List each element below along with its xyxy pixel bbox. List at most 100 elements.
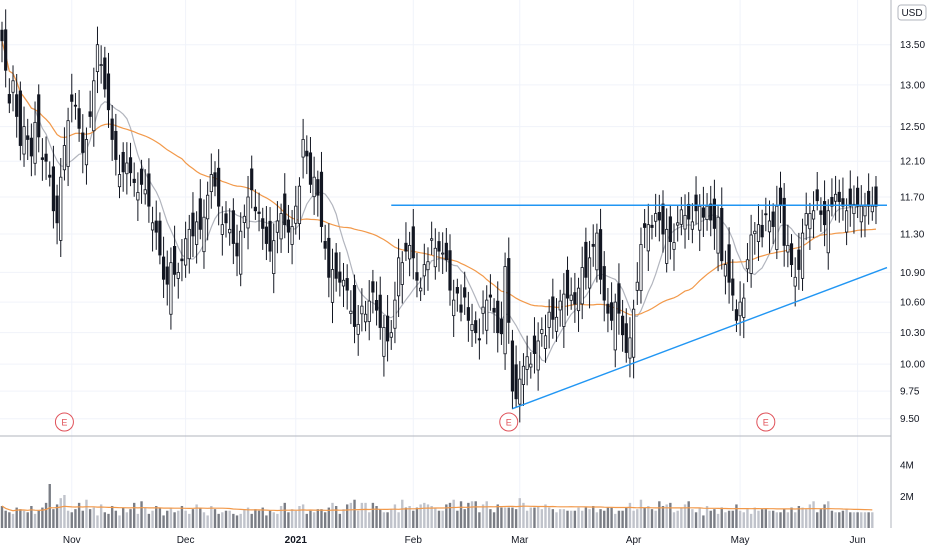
- candle-body: [536, 340, 540, 371]
- candle-body: [88, 111, 92, 117]
- candle-body: [103, 57, 107, 90]
- volume-bar: [558, 509, 562, 528]
- candle-body: [863, 205, 867, 217]
- volume-bar: [26, 512, 29, 528]
- volume-bar: [735, 504, 738, 528]
- candle-body: [132, 178, 136, 183]
- candle-body: [367, 300, 371, 322]
- candle-body: [830, 197, 834, 207]
- candle-body: [308, 152, 313, 185]
- candle-body: [613, 301, 617, 351]
- volume-bar: [323, 512, 327, 528]
- candle-body: [705, 205, 709, 221]
- candle-body: [125, 162, 129, 175]
- candle-body: [503, 266, 507, 355]
- volume-bar: [99, 504, 103, 528]
- volume-bar: [676, 510, 679, 528]
- candle-body: [632, 308, 636, 358]
- volume-bar: [257, 510, 261, 528]
- volume-bar: [500, 507, 503, 528]
- candle-body: [22, 126, 26, 155]
- candle-body: [525, 356, 529, 370]
- candle-body: [59, 176, 63, 241]
- candle-body: [66, 120, 70, 167]
- volume-bar: [852, 512, 856, 528]
- price-axis[interactable]: 9.50 9.75 10.00 10.30 10.60 10.90 11.30 11.70 12…: [900, 40, 925, 425]
- candle-body: [150, 222, 155, 231]
- volume-bar: [327, 507, 331, 528]
- y-tick-label: 13.00: [900, 80, 925, 91]
- candle-body: [518, 378, 522, 405]
- candle-body: [187, 228, 191, 260]
- volume-bar: [816, 512, 819, 528]
- volume-bar: [731, 510, 734, 528]
- volume-bar: [22, 510, 26, 528]
- candle-body: [562, 293, 566, 327]
- volume-bar: [239, 513, 242, 528]
- currency-badge[interactable]: USD: [897, 4, 927, 21]
- volume-bar: [55, 504, 59, 528]
- candle-body: [804, 213, 808, 226]
- volume-bar: [283, 502, 286, 528]
- candle-body: [312, 176, 316, 198]
- time-axis[interactable]: Nov Dec 2021 Feb Mar Apr May Jun: [63, 535, 866, 546]
- candle-body: [33, 121, 37, 164]
- volume-bar: [0, 506, 4, 528]
- volume-bar: [144, 507, 147, 528]
- volume-bar: [716, 513, 720, 528]
- candle-body: [294, 205, 298, 224]
- volume-bar: [771, 510, 775, 528]
- volume-bar: [206, 515, 209, 528]
- volume-bar: [581, 510, 584, 528]
- candle-body: [859, 205, 863, 223]
- candle-body: [837, 191, 841, 202]
- volume-bar: [261, 507, 264, 528]
- candle-body: [250, 168, 254, 191]
- candle-body: [114, 130, 118, 160]
- volume-bar: [195, 504, 198, 528]
- candle-body: [92, 80, 96, 132]
- trendlines[interactable]: [391, 204, 888, 410]
- volume-bar: [290, 509, 294, 528]
- candle-body: [37, 94, 41, 138]
- volume-bar: [860, 512, 863, 528]
- volume-bar: [63, 495, 66, 528]
- candle-body: [646, 224, 650, 252]
- volume-bar: [463, 509, 466, 528]
- volume-bar: [66, 510, 70, 528]
- candle-body: [77, 108, 81, 129]
- volume-bar: [397, 512, 400, 528]
- candle-body: [213, 172, 217, 187]
- candle-body: [764, 213, 768, 216]
- candle-body: [760, 224, 764, 238]
- volume-bar: [210, 506, 213, 528]
- volume-bar: [272, 512, 275, 528]
- volume-bar: [547, 507, 551, 528]
- volume-axis: 2M 4M: [900, 461, 914, 503]
- volume-bar: [459, 501, 463, 528]
- volume-bar: [246, 507, 250, 528]
- volume-bar: [569, 510, 573, 528]
- candle-body: [154, 220, 158, 233]
- candle-body: [7, 94, 11, 104]
- candle-body: [165, 266, 169, 285]
- candle-body: [4, 29, 8, 71]
- candle-body: [845, 210, 849, 233]
- candle-body: [176, 272, 180, 279]
- candle-body: [650, 224, 654, 228]
- candle-body: [40, 157, 44, 160]
- candle-body: [349, 310, 353, 314]
- volume-bar: [232, 513, 235, 528]
- volume-bar: [669, 502, 672, 528]
- candle-body: [305, 150, 309, 157]
- candle-body: [826, 210, 830, 254]
- y-tick-label: 9.50: [900, 414, 920, 425]
- candle-body: [261, 218, 265, 229]
- volume-bar: [379, 509, 382, 528]
- y-tick-label: 10.00: [900, 360, 925, 371]
- candle-body: [404, 242, 408, 252]
- y-tick-label: 9.75: [900, 387, 920, 398]
- volume-bar: [125, 512, 129, 528]
